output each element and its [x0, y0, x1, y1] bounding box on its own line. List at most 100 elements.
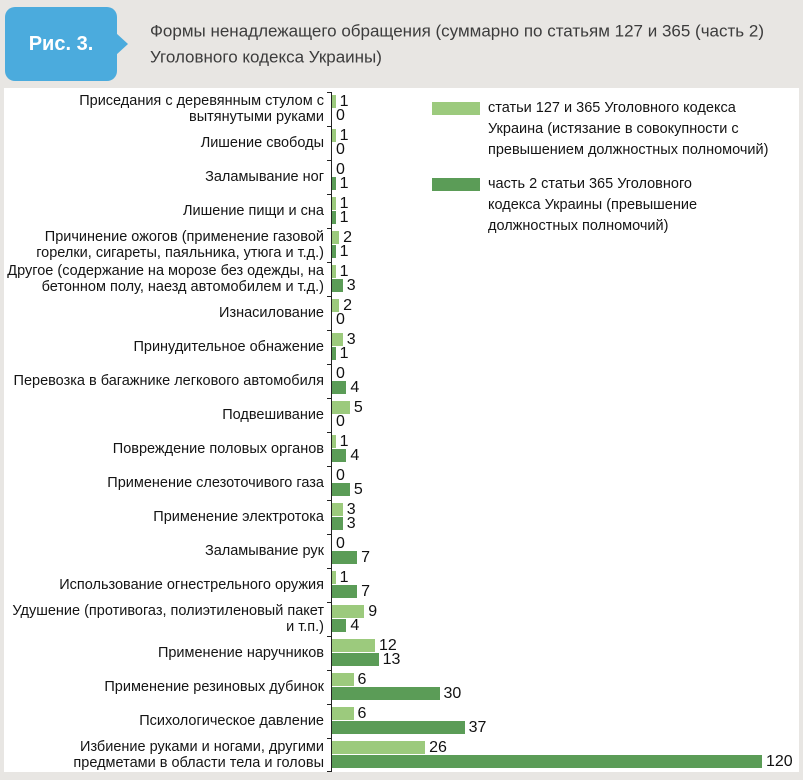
- category-label: Применение электротока: [153, 509, 324, 525]
- category-label: Заламывание ног: [205, 169, 324, 185]
- bar-line: 37: [332, 719, 799, 736]
- value-label: 1: [339, 569, 349, 586]
- chart-row: Применение слезоточивого газа 0 5: [4, 466, 799, 500]
- bar-line: 0: [332, 414, 799, 430]
- figure-badge: Рис. 3.: [5, 7, 117, 81]
- bar-line: 1: [332, 210, 799, 226]
- value-label: 2: [343, 229, 353, 246]
- legend-item-series2: часть 2 статьи 365 Уголовного кодекса Ук…: [432, 174, 792, 237]
- category-label: Удушение (противогаз, полиэтиленовый пак…: [12, 603, 324, 635]
- value-label: 1: [339, 93, 349, 110]
- bar-series2: [332, 381, 347, 394]
- value-label: 1: [339, 243, 349, 260]
- value-label: 7: [361, 549, 370, 566]
- row-plot-area: 26 120: [332, 738, 799, 772]
- value-label: 4: [350, 447, 360, 464]
- value-label: 120: [766, 753, 793, 770]
- bar-line: 1: [332, 128, 799, 144]
- bar-series1: [332, 299, 340, 312]
- value-label: 13: [382, 651, 401, 668]
- bar-line: 6: [332, 672, 799, 688]
- bar-line: 0: [332, 311, 799, 328]
- bar-line: 3: [332, 516, 799, 532]
- chart-panel: Приседания с деревянным стулом с вытянут…: [4, 88, 799, 772]
- value-label: 1: [339, 195, 349, 212]
- category-label: Приседания с деревянным стулом с вытянут…: [79, 93, 324, 125]
- category-label: Перевозка в багажнике легкового автомоби…: [13, 373, 324, 389]
- chart-row: Причинение ожогов (применение газовой го…: [4, 228, 799, 262]
- chart-row: Перевозка в багажнике легкового автомоби…: [4, 364, 799, 398]
- figure-title: Формы ненадлежащего обращения (суммарно …: [150, 21, 764, 67]
- chart-row: Изнасилование 2 0: [4, 296, 799, 330]
- bar-series2: [332, 449, 347, 462]
- bar-line: 3: [332, 278, 799, 294]
- value-label: 37: [468, 719, 487, 736]
- category-label: Использование огнестрельного оружия: [59, 577, 324, 593]
- legend-label-series1: статьи 127 и 365 Уголовного кодекса Укра…: [488, 100, 769, 158]
- bar-line: 3: [332, 502, 799, 518]
- bar-line: 1: [332, 195, 799, 212]
- bar-series1: [332, 333, 343, 346]
- value-label: 5: [353, 481, 363, 498]
- bar-line: 7: [332, 549, 799, 566]
- bar-line: 9: [332, 603, 799, 620]
- value-label: 9: [368, 603, 378, 620]
- bar-line: 1: [332, 346, 799, 362]
- bar-series1: [332, 129, 336, 142]
- row-plot-area: 6 30: [332, 670, 799, 704]
- legend-label-series2: часть 2 статьи 365 Уголовного кодекса Ук…: [488, 176, 698, 234]
- bar-line: 0: [332, 366, 799, 382]
- bar-line: 3: [332, 332, 799, 348]
- bar-line: 0: [332, 162, 799, 178]
- chart-row: Применение наручников 12 13: [4, 636, 799, 670]
- category-label: Повреждение половых органов: [112, 441, 324, 457]
- figure-badge-label: Рис. 3.: [28, 32, 94, 55]
- category-label: Изнасилование: [219, 305, 324, 321]
- chart-row: Удушение (противогаз, полиэтиленовый пак…: [4, 602, 799, 636]
- bar-series1: [332, 265, 336, 278]
- value-label: 12: [379, 637, 397, 654]
- bar-series2: [332, 177, 336, 190]
- chart-row: Применение электротока 3 3: [4, 500, 799, 534]
- bar-line: 7: [332, 584, 799, 600]
- category-label: Лишение пищи и сна: [183, 203, 324, 219]
- bar-series2: [332, 517, 343, 530]
- bar-series1: [332, 741, 426, 754]
- value-label: 0: [336, 311, 345, 328]
- bar-line: 120: [332, 753, 799, 770]
- chart-row: Принудительное обнажение 3 1: [4, 330, 799, 364]
- bar-series1: [332, 605, 365, 618]
- bar-line: 1: [332, 243, 799, 260]
- category-axis-line: [331, 92, 332, 772]
- bar-series1: [332, 503, 343, 516]
- bar-line: 2: [332, 298, 799, 314]
- bar-series1: [332, 571, 336, 584]
- category-label: Другое (содержание на морозе без одежды,…: [7, 263, 324, 295]
- bar-series1: [332, 401, 350, 414]
- value-label: 4: [350, 379, 360, 396]
- bar-series1: [332, 673, 354, 686]
- bar-line: 1: [332, 569, 799, 586]
- category-label: Лишение свободы: [200, 135, 324, 151]
- bar-line: 0: [332, 468, 799, 484]
- bar-line: 4: [332, 447, 799, 464]
- value-label: 26: [429, 739, 447, 756]
- value-label: 5: [353, 399, 363, 416]
- bar-series1: [332, 197, 336, 210]
- bar-line: 12: [332, 637, 799, 654]
- bar-series1: [332, 707, 354, 720]
- chart-row: Приседания с деревянным стулом с вытянут…: [4, 92, 799, 126]
- category-label: Избиение руками и ногами, другими предме…: [73, 739, 324, 771]
- bar-line: 0: [332, 142, 799, 158]
- value-label: 4: [350, 617, 360, 634]
- bar-series2: [332, 721, 465, 734]
- bar-series2: [332, 347, 336, 360]
- bar-series2: [332, 653, 379, 666]
- bar-line: 0: [332, 536, 799, 552]
- value-label: 6: [357, 705, 367, 722]
